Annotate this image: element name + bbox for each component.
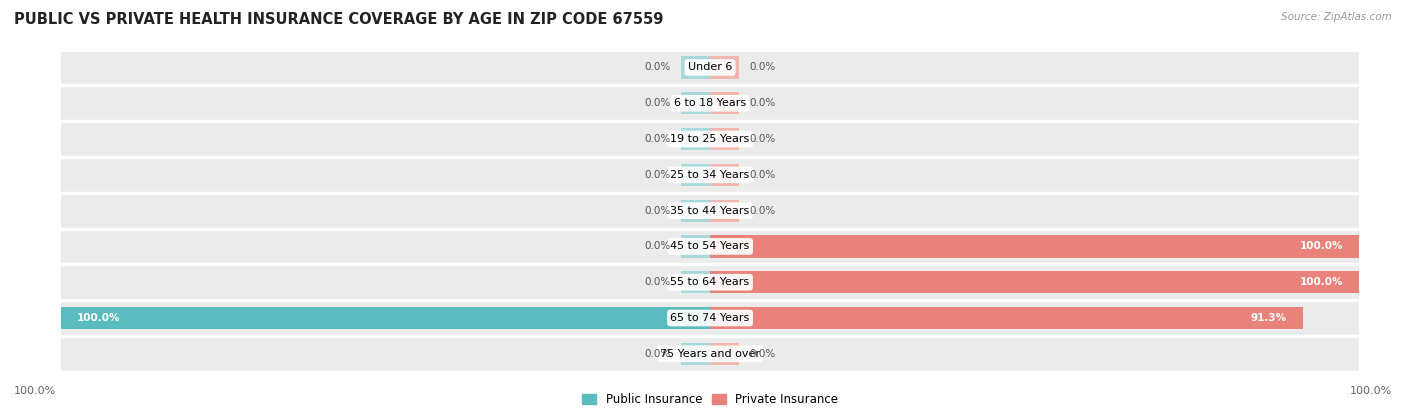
Text: 0.0%: 0.0% bbox=[645, 206, 671, 216]
Bar bbox=[710, 56, 740, 78]
Text: 0.0%: 0.0% bbox=[645, 134, 671, 144]
Text: 100.0%: 100.0% bbox=[1350, 387, 1392, 396]
Text: Under 6: Under 6 bbox=[688, 62, 733, 72]
Text: 0.0%: 0.0% bbox=[749, 206, 775, 216]
Text: 91.3%: 91.3% bbox=[1250, 313, 1286, 323]
Text: 35 to 44 Years: 35 to 44 Years bbox=[671, 206, 749, 216]
Bar bbox=[60, 50, 1360, 85]
Bar bbox=[710, 235, 1360, 258]
Text: 100.0%: 100.0% bbox=[1299, 242, 1343, 252]
Bar bbox=[681, 56, 710, 78]
Bar bbox=[710, 199, 740, 222]
Text: PUBLIC VS PRIVATE HEALTH INSURANCE COVERAGE BY AGE IN ZIP CODE 67559: PUBLIC VS PRIVATE HEALTH INSURANCE COVER… bbox=[14, 12, 664, 27]
Text: 19 to 25 Years: 19 to 25 Years bbox=[671, 134, 749, 144]
Text: 0.0%: 0.0% bbox=[749, 98, 775, 108]
Bar bbox=[681, 271, 710, 293]
Text: 0.0%: 0.0% bbox=[749, 134, 775, 144]
Text: 0.0%: 0.0% bbox=[749, 62, 775, 72]
Text: 100.0%: 100.0% bbox=[14, 387, 56, 396]
Bar bbox=[60, 264, 1360, 300]
Bar bbox=[710, 307, 1303, 329]
Text: 0.0%: 0.0% bbox=[749, 170, 775, 180]
Legend: Public Insurance, Private Insurance: Public Insurance, Private Insurance bbox=[578, 389, 842, 411]
Bar bbox=[60, 300, 1360, 336]
Bar bbox=[710, 92, 740, 114]
Bar bbox=[710, 128, 740, 150]
Bar bbox=[681, 164, 710, 186]
Bar bbox=[681, 235, 710, 258]
Bar bbox=[681, 128, 710, 150]
Text: 0.0%: 0.0% bbox=[645, 62, 671, 72]
Text: 0.0%: 0.0% bbox=[645, 170, 671, 180]
Bar bbox=[60, 157, 1360, 193]
Text: 6 to 18 Years: 6 to 18 Years bbox=[673, 98, 747, 108]
Text: 100.0%: 100.0% bbox=[1299, 277, 1343, 287]
Text: Source: ZipAtlas.com: Source: ZipAtlas.com bbox=[1281, 12, 1392, 22]
Text: 100.0%: 100.0% bbox=[77, 313, 121, 323]
Text: 55 to 64 Years: 55 to 64 Years bbox=[671, 277, 749, 287]
Bar bbox=[60, 336, 1360, 372]
Text: 65 to 74 Years: 65 to 74 Years bbox=[671, 313, 749, 323]
Text: 45 to 54 Years: 45 to 54 Years bbox=[671, 242, 749, 252]
Text: 25 to 34 Years: 25 to 34 Years bbox=[671, 170, 749, 180]
Bar bbox=[710, 164, 740, 186]
Bar bbox=[710, 343, 740, 365]
Text: 0.0%: 0.0% bbox=[645, 277, 671, 287]
Bar bbox=[60, 85, 1360, 121]
Text: 75 Years and over: 75 Years and over bbox=[659, 349, 761, 359]
Text: 0.0%: 0.0% bbox=[645, 349, 671, 359]
Bar bbox=[681, 343, 710, 365]
Text: 0.0%: 0.0% bbox=[645, 242, 671, 252]
Bar bbox=[60, 121, 1360, 157]
Bar bbox=[60, 228, 1360, 264]
Bar bbox=[60, 307, 710, 329]
Text: 0.0%: 0.0% bbox=[645, 98, 671, 108]
Bar bbox=[710, 271, 1360, 293]
Text: 0.0%: 0.0% bbox=[749, 349, 775, 359]
Bar bbox=[60, 193, 1360, 228]
Bar bbox=[681, 199, 710, 222]
Bar bbox=[681, 92, 710, 114]
